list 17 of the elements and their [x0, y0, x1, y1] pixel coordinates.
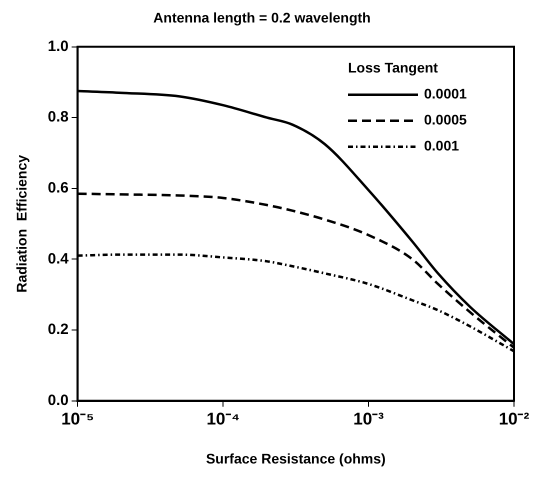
y-tick-label: 0.0: [48, 392, 69, 409]
y-tick-label: 0.6: [48, 180, 69, 197]
y-tick-label: 0.8: [48, 108, 69, 126]
x-tick-label: 10⁻³: [353, 410, 384, 429]
x-tick-label: 10⁻²: [498, 410, 530, 429]
legend-label: 0.001: [424, 138, 460, 154]
y-tick-label: 0.4: [48, 250, 70, 268]
legend-label: 0.0005: [424, 112, 468, 128]
x-tick-label: 10⁻⁵: [61, 410, 94, 429]
y-tick-label: 0.2: [48, 321, 69, 338]
y-axis-title: Radiation Efficiency: [13, 154, 30, 293]
legend-title: Loss Tangent: [348, 60, 438, 76]
legend-label: 0.0001: [424, 86, 468, 102]
chart-title: Antenna length = 0.2 wavelength: [153, 9, 371, 26]
x-axis-title: Surface Resistance (ohms): [206, 450, 386, 466]
y-tick-label: 1.0: [48, 38, 69, 55]
x-tick-label: 10⁻⁴: [206, 410, 240, 429]
